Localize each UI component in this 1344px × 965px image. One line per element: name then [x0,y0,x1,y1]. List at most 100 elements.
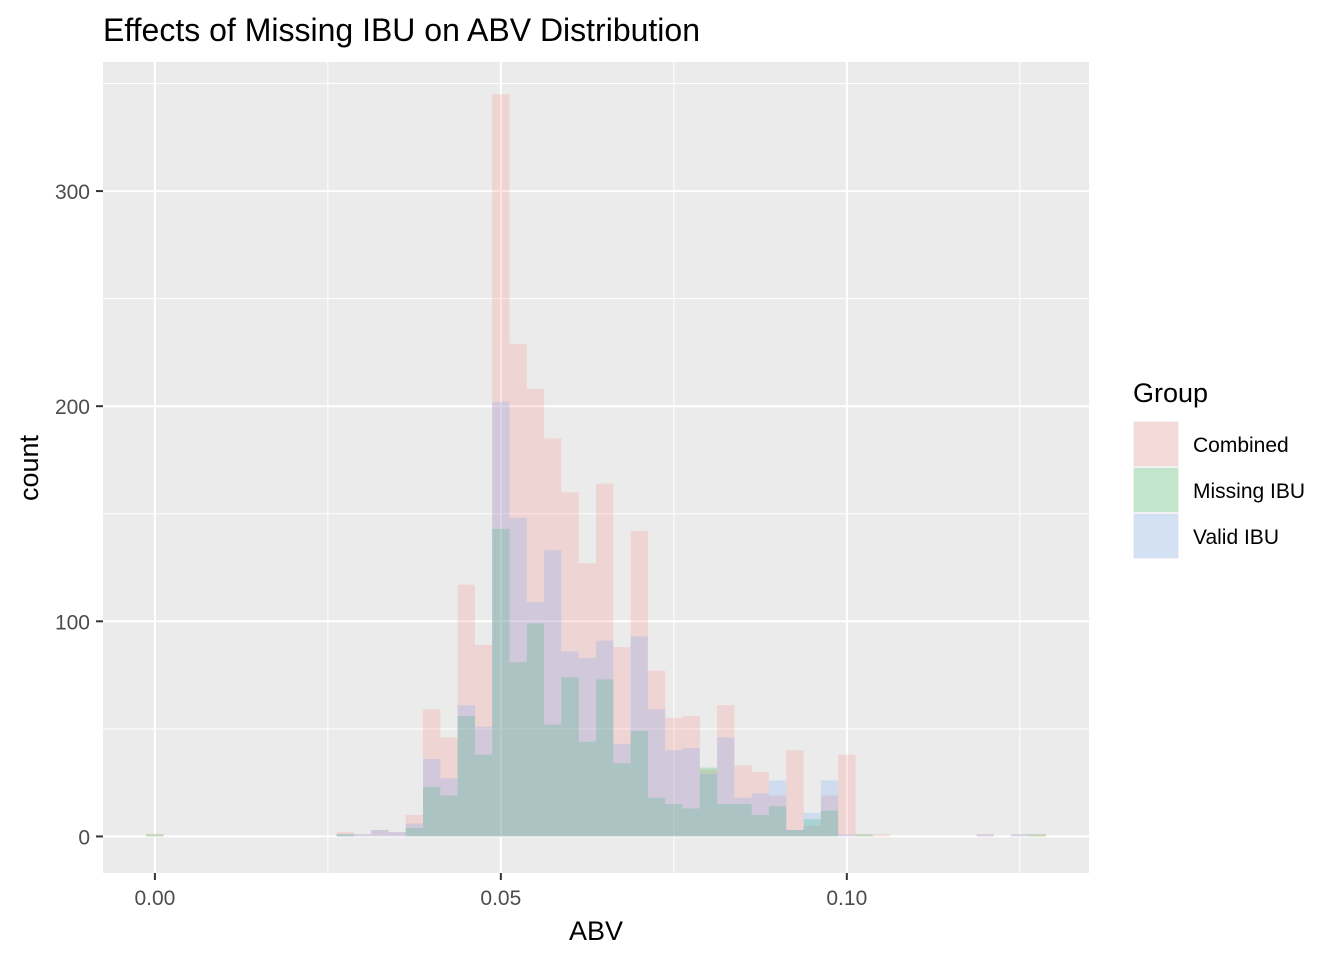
bar-combined [474,644,493,837]
bar-combined [682,715,700,837]
bar-missing-ibu [630,731,648,837]
bar-valid-ibu [734,797,752,837]
bar-valid-ibu [544,550,562,837]
plot-panel [103,62,1089,873]
y-tick-label: 0 [78,826,90,849]
chart-title: Effects of Missing IBU on ABV Distributi… [103,12,700,48]
legend-label: Combined [1193,434,1289,457]
bar-missing-ibu [1028,834,1046,837]
bar-missing-ibu [734,804,752,837]
bar-missing-ibu [561,677,579,837]
bar-valid-ibu [509,518,527,837]
bar-combined [803,825,821,837]
bar-missing-ibu [717,804,735,837]
bar-valid-ibu [803,812,821,837]
bar-missing-ibu [786,829,804,837]
bar-combined [596,483,614,837]
bar-valid-ibu [717,737,735,837]
bar-valid-ibu [820,780,839,837]
bar-combined [509,343,527,837]
bar-combined [371,829,389,837]
major-gridlines [103,62,1089,873]
y-tick-label: 300 [55,181,90,204]
x-tick-label: 0.10 [826,887,867,910]
legend-key-swatch [1134,514,1178,558]
bar-missing-ibu [423,786,441,837]
bar-missing-ibu [647,797,666,837]
legend-item-valid-ibu: Valid IBU [1133,513,1279,559]
bar-combined [1028,834,1046,837]
bar-combined [544,438,562,837]
bar-combined [457,584,475,837]
bar-valid-ibu [353,834,372,837]
bar-combined [734,765,752,837]
bar-valid-ibu [561,651,579,837]
bar-valid-ibu [647,709,666,837]
x-tick-label: 0.00 [134,887,175,910]
bar-missing-ibu [768,806,787,837]
bar-combined [630,530,648,837]
bar-combined [751,771,769,837]
bar-combined [613,647,631,837]
legend-key-bg [1133,421,1179,467]
bar-combined [440,737,458,837]
bar-combined [820,795,839,837]
bar-valid-ibu [526,601,545,837]
bar-valid-ibu [838,834,856,837]
bar-combined [561,492,579,837]
bar-missing-ibu [405,827,424,837]
bar-missing-ibu [820,810,839,837]
minor-gridlines [103,62,1089,873]
bar-valid-ibu [665,750,683,837]
bar-valid-ibu [457,705,475,837]
x-axis-title: ABV [569,916,623,946]
y-tick-label: 100 [55,611,90,634]
bar-missing-ibu [596,679,614,837]
bar-combined [855,834,873,837]
bar-combined [768,795,787,837]
bar-missing-ibu [457,715,475,837]
bar-missing-ibu [440,795,458,837]
legend-label: Valid IBU [1193,526,1279,549]
bar-missing-ibu [665,804,683,837]
bar-valid-ibu [596,640,614,837]
legend: Group Combined Missing IBU Valid IBU [1133,378,1305,559]
bar-valid-ibu [336,834,354,837]
bar-valid-ibu [630,636,648,837]
bar-combined [699,769,718,837]
bar-valid-ibu [388,832,406,837]
bar-valid-ibu [699,774,718,837]
bar-combined [872,834,891,837]
bar-valid-ibu [405,823,424,837]
legend-title: Group [1133,378,1208,408]
legend-items: Combined Missing IBU Valid IBU [1133,421,1305,559]
legend-key-swatch [1134,468,1178,512]
bar-combined [1011,834,1029,837]
bar-valid-ibu [613,743,631,837]
series-combined [146,94,1046,837]
bar-valid-ibu [423,758,441,837]
bar-combined [388,832,406,837]
bar-combined [526,388,545,837]
bar-combined [665,718,683,837]
bar-valid-ibu [371,829,389,837]
bar-combined [717,705,735,837]
bar-combined [786,750,804,837]
bar-valid-ibu [492,401,510,837]
bar-missing-ibu [492,528,510,837]
bar-combined [976,834,994,837]
legend-label: Missing IBU [1193,480,1305,503]
bar-missing-ibu [336,834,354,837]
legend-key-swatch [1134,422,1178,466]
y-tick-label: 200 [55,396,90,419]
histogram-bars [146,94,1046,837]
y-axis-title: count [14,434,44,501]
legend-item-missing-ibu: Missing IBU [1133,467,1305,513]
bar-combined [336,832,354,837]
bar-valid-ibu [440,778,458,837]
bar-combined [492,94,510,837]
bar-valid-ibu [786,829,804,837]
bar-missing-ibu [855,834,873,837]
